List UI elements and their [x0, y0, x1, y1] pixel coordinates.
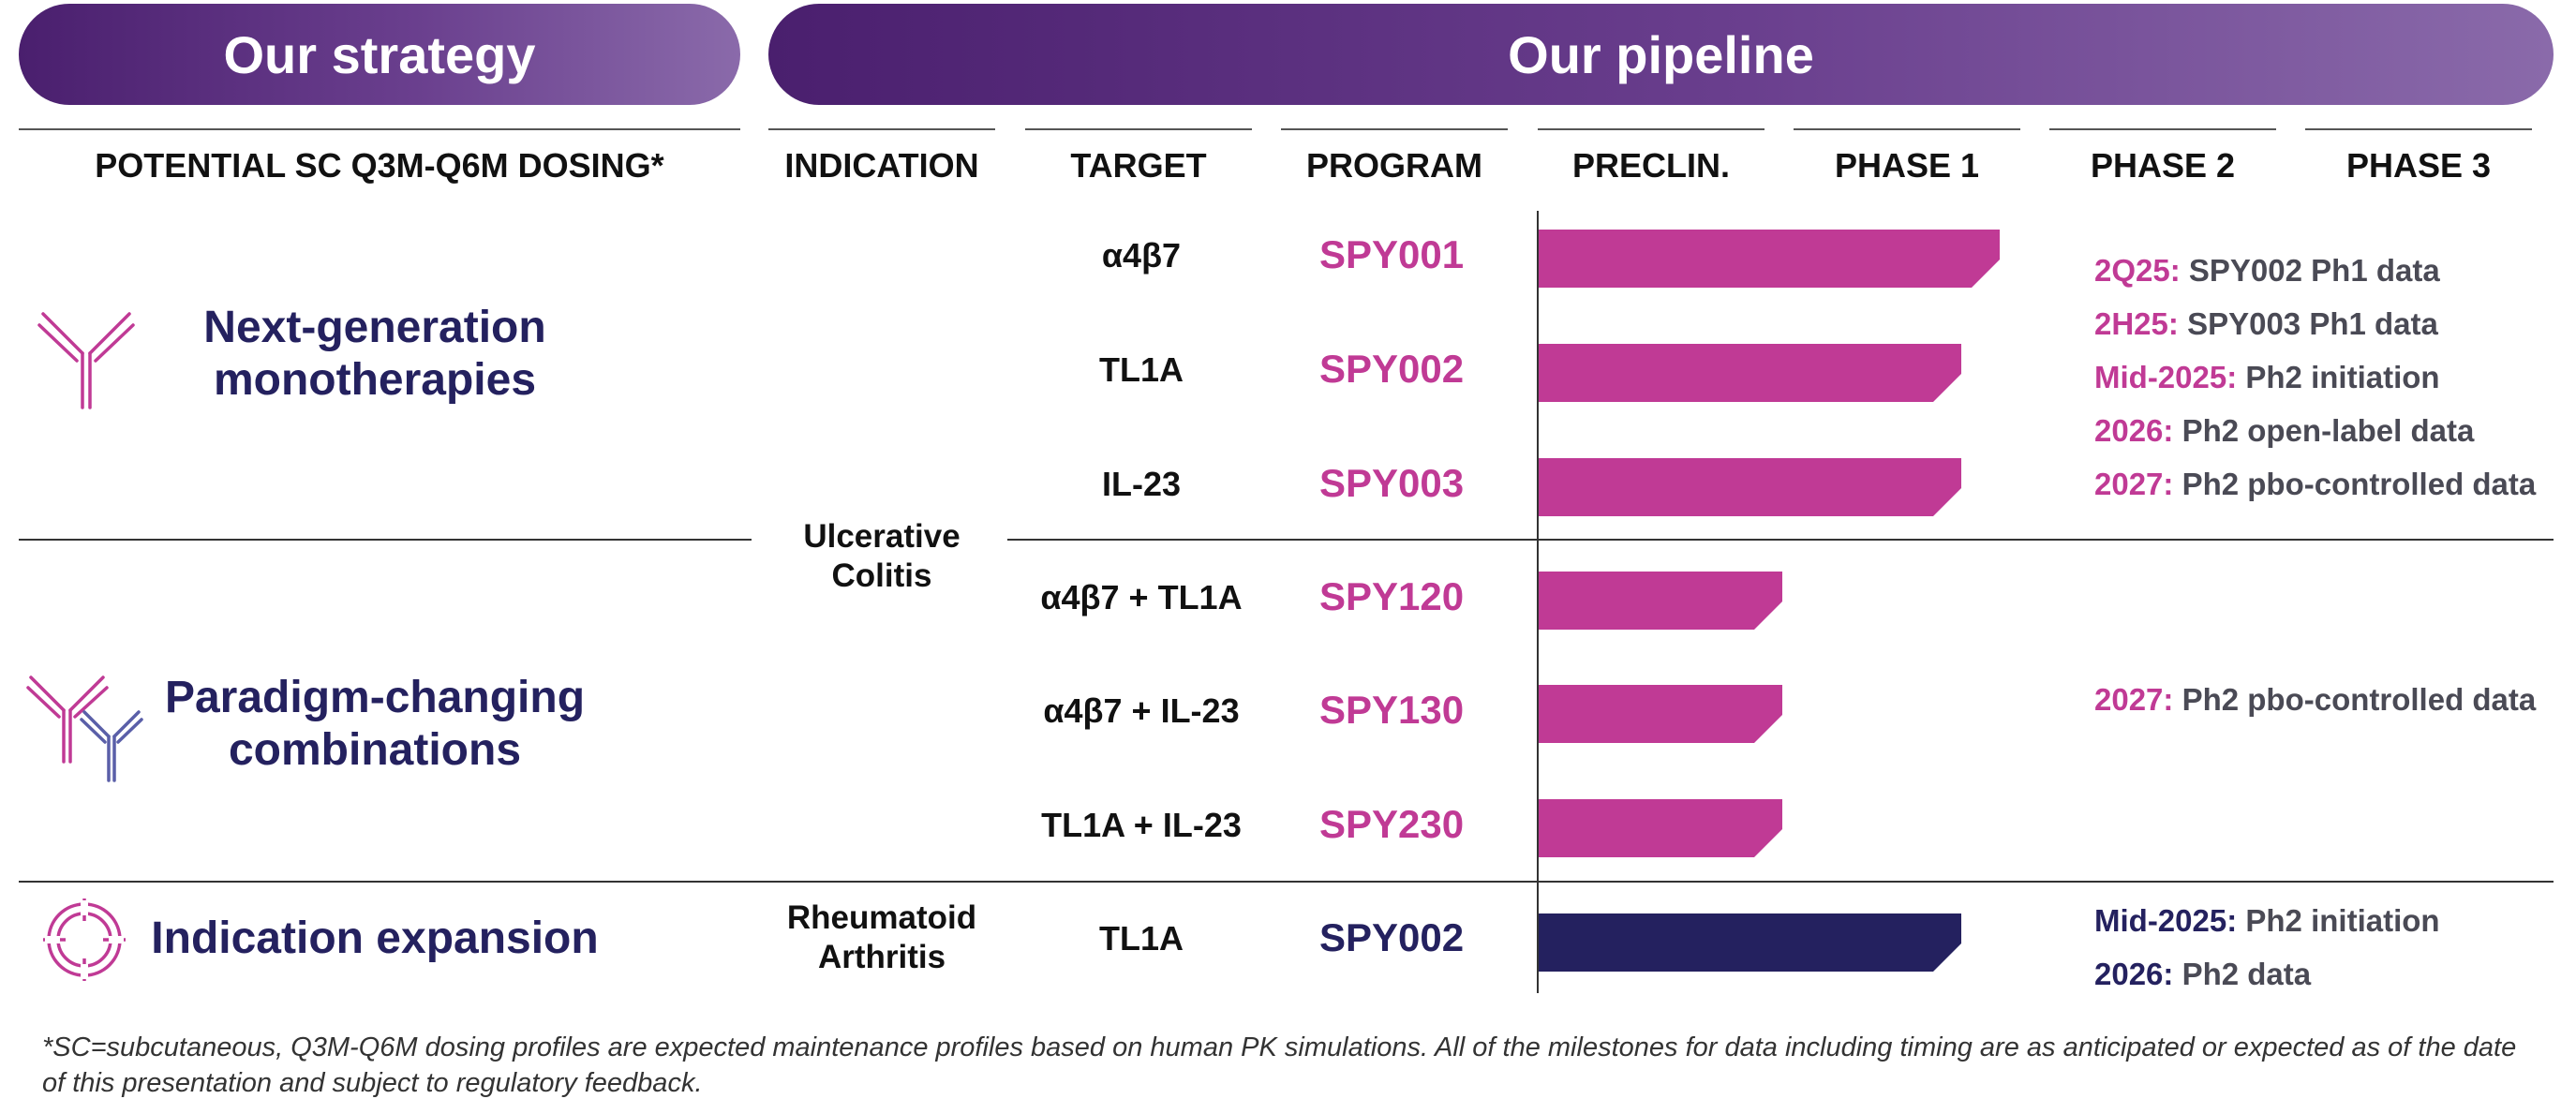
footnote-line-1: *SC=subcutaneous, Q3M-Q6M dosing profile…	[42, 1032, 2517, 1062]
header-target: TARGET	[1070, 146, 1207, 185]
milestone-mono-5: 2027: Ph2 pbo-controlled data	[2094, 467, 2536, 502]
progress-bar-row-6	[1539, 799, 1782, 857]
progress-bar-shape	[1539, 572, 1782, 630]
milestone-text: Ph2 pbo-controlled data	[2181, 467, 2537, 501]
footnote-line-2: of this presentation and subject to regu…	[42, 1068, 703, 1098]
milestone-mono-1: 2Q25: SPY002 Ph1 data	[2094, 253, 2440, 289]
milestone-mono-2: 2H25: SPY003 Ph1 data	[2094, 306, 2438, 342]
header-rule-dosing	[19, 128, 740, 130]
milestone-label: Mid-2025:	[2094, 903, 2238, 938]
strategy-monotherapies-line2: monotherapies	[213, 355, 537, 405]
milestone-combo-1: 2027: Ph2 pbo-controlled data	[2094, 682, 2536, 718]
progress-bar-shape	[1539, 799, 1782, 857]
progress-bar-shape	[1539, 344, 1961, 402]
preclin-axis-line	[1537, 211, 1539, 993]
header-rule-phase2	[2049, 128, 2276, 130]
progress-bar-shape	[1539, 458, 1961, 516]
indication-ra-line2: Arthritis	[817, 939, 946, 975]
target-row-1: α4β7	[1101, 236, 1182, 275]
target-row-4: α4β7 + TL1A	[1040, 578, 1243, 616]
strategy-combinations-line1: Paradigm-changing	[164, 673, 586, 722]
header-preclin: PRECLIN.	[1571, 146, 1730, 185]
header-phase2: PHASE 2	[2090, 146, 2236, 185]
milestone-text: SPY003 Ph1 data	[2187, 306, 2438, 341]
header-indication: INDICATION	[784, 146, 979, 185]
indication-ulcerative-colitis: Ulcerative Colitis	[768, 517, 995, 596]
milestone-text: SPY002 Ph1 data	[2188, 253, 2440, 288]
milestone-label: 2026:	[2094, 413, 2174, 448]
strategy-expansion: Indication expansion	[151, 913, 599, 963]
milestone-label: 2Q25:	[2094, 253, 2181, 288]
header-rule-preclin	[1538, 128, 1764, 130]
bispecific-antibody-icon	[26, 676, 143, 782]
target-row-3: IL-23	[1101, 465, 1182, 503]
program-row-4: SPY120	[1318, 574, 1465, 618]
program-row-5: SPY130	[1318, 688, 1465, 732]
header-rule-phase1	[1794, 128, 2020, 130]
pipeline-banner-title: Our pipeline	[1508, 24, 1814, 84]
section-divider-1a	[19, 539, 752, 541]
progress-bar-row-3	[1539, 458, 1961, 516]
target-row-2: TL1A	[1099, 350, 1184, 389]
milestone-label: 2027:	[2094, 467, 2174, 501]
progress-bar-shape	[1539, 230, 2000, 288]
milestone-label: 2H25:	[2094, 306, 2179, 341]
milestone-text: Ph2 open-label data	[2181, 413, 2475, 448]
antibody-icon	[37, 312, 135, 409]
header-rule-phase3	[2305, 128, 2532, 130]
progress-bar-shape	[1539, 685, 1782, 743]
strategy-monotherapies-line1: Next-generation	[203, 303, 546, 352]
program-row-2: SPY002	[1318, 347, 1465, 391]
section-divider-1b	[1007, 539, 2554, 541]
progress-bar-row-5	[1539, 685, 1782, 743]
target-row-6: TL1A + IL-23	[1041, 806, 1242, 844]
milestone-mono-4: 2026: Ph2 open-label data	[2094, 413, 2474, 449]
strategy-combinations: Paradigm-changing combinations	[159, 672, 590, 777]
strategy-banner-title: Our strategy	[223, 24, 536, 84]
program-row-1: SPY001	[1318, 232, 1465, 276]
expansion-target-icon	[43, 899, 126, 981]
milestone-label: Mid-2025:	[2094, 360, 2238, 394]
indication-rheumatoid-arthritis: Rheumatoid Arthritis	[768, 899, 995, 977]
target-row-5: α4β7 + IL-23	[1043, 691, 1240, 730]
indication-uc-line1: Ulcerative	[803, 518, 960, 555]
indication-ra-line1: Rheumatoid	[786, 899, 977, 936]
progress-bar-row-4	[1539, 572, 1782, 630]
strategy-monotherapies: Next-generation monotherapies	[178, 302, 572, 407]
target-row-7: TL1A	[1099, 919, 1184, 958]
milestone-text: Ph2 data	[2181, 957, 2312, 991]
pipeline-banner: Our pipeline	[768, 4, 2554, 105]
milestone-text: Ph2 pbo-controlled data	[2181, 682, 2537, 717]
milestone-text: Ph2 initiation	[2245, 360, 2440, 394]
strategy-combinations-line2: combinations	[228, 725, 522, 775]
progress-bar-row-2	[1539, 344, 1961, 402]
program-row-3: SPY003	[1318, 461, 1465, 505]
strategy-banner: Our strategy	[19, 4, 740, 105]
progress-bar-row-1	[1539, 230, 2000, 288]
milestone-label: 2027:	[2094, 682, 2174, 717]
header-phase1: PHASE 1	[1834, 146, 1980, 185]
header-rule-target	[1025, 128, 1252, 130]
header-rule-indication	[768, 128, 995, 130]
section-divider-2	[19, 881, 2554, 883]
progress-bar-row-7	[1539, 913, 1961, 972]
program-row-6: SPY230	[1318, 802, 1465, 846]
header-dosing: POTENTIAL SC Q3M-Q6M DOSING*	[95, 146, 664, 185]
milestone-text: Ph2 initiation	[2245, 903, 2440, 938]
milestone-ra-2: 2026: Ph2 data	[2094, 957, 2311, 992]
indication-uc-line2: Colitis	[831, 557, 932, 594]
milestone-label: 2026:	[2094, 957, 2174, 991]
header-phase3: PHASE 3	[2345, 146, 2492, 185]
milestone-mono-3: Mid-2025: Ph2 initiation	[2094, 360, 2440, 395]
progress-bar-shape	[1539, 913, 1961, 972]
program-row-7: SPY002	[1318, 915, 1465, 959]
header-program: PROGRAM	[1306, 146, 1482, 185]
milestone-ra-1: Mid-2025: Ph2 initiation	[2094, 903, 2440, 939]
header-rule-program	[1281, 128, 1508, 130]
